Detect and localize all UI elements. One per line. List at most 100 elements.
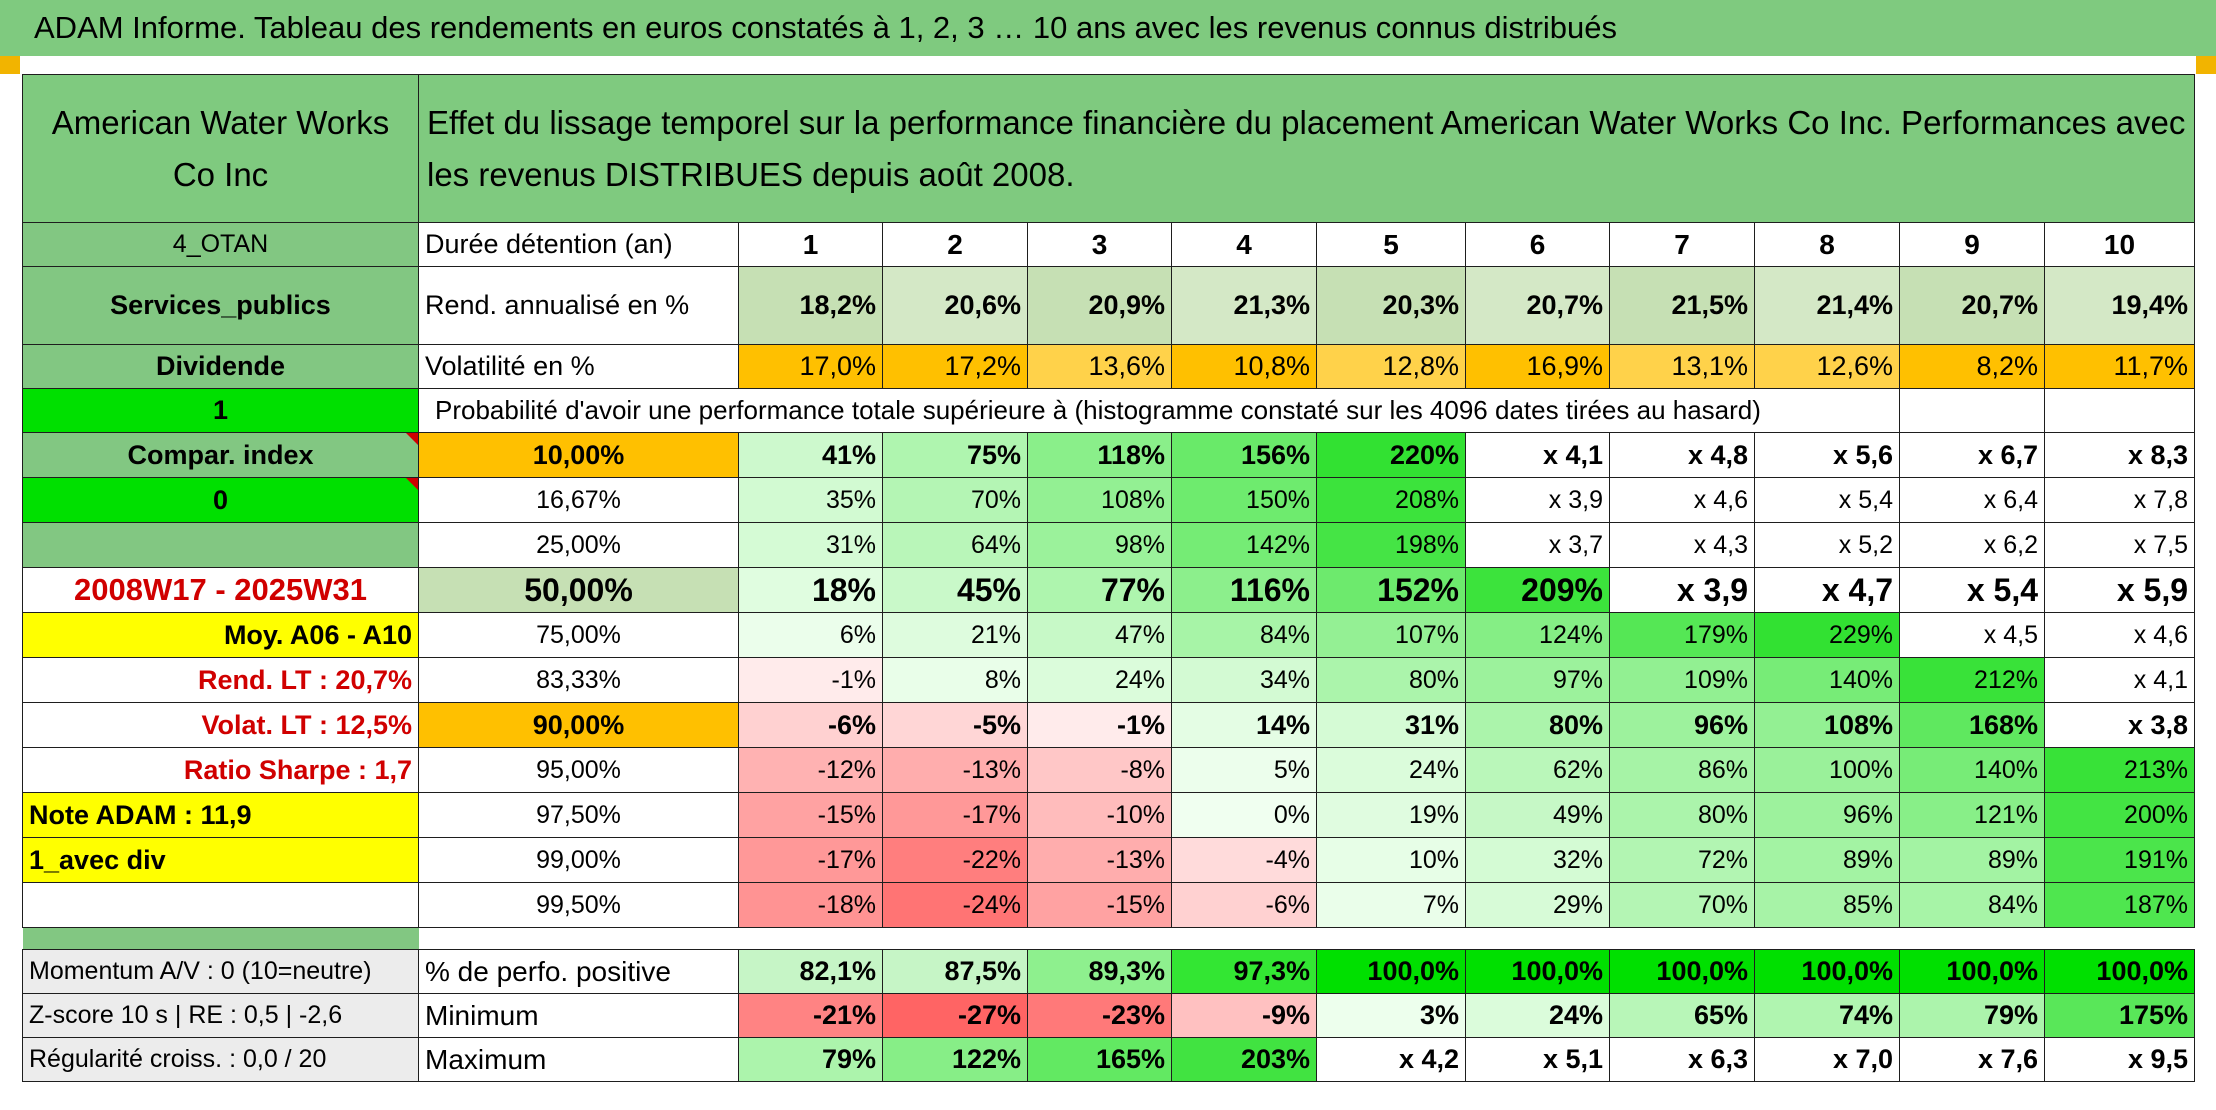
percentile-value: x 4,3 <box>1609 522 1755 568</box>
percentile-value: 140% <box>1899 747 2045 793</box>
percentile-value: 107% <box>1316 612 1466 658</box>
percentile-value: x 4,8 <box>1609 432 1755 478</box>
percentile-value: 47% <box>1027 612 1172 658</box>
probability-empty-9 <box>1899 388 2045 433</box>
annual-return-3: 20,9% <box>1027 266 1172 345</box>
percentile-row: 0 16,67% 35% 70% 108% 150% 208% x 3,9 x 4,6 x 5,4… <box>22 477 2195 523</box>
percentile-value: 18% <box>738 567 883 613</box>
summary-label-2: Minimum <box>418 993 739 1038</box>
percentile-row: Moy. A06 - A10 75,00% 6% 21% 47% 84% 107% 124% 1… <box>22 612 2195 658</box>
left-label-otan: 4_OTAN <box>22 222 419 267</box>
summary-value: x 4,2 <box>1316 1037 1466 1082</box>
volatility-7: 13,1% <box>1609 344 1755 389</box>
percentile-value: 191% <box>2044 837 2195 883</box>
summary-value: 65% <box>1609 993 1755 1038</box>
duration-5: 5 <box>1316 222 1466 267</box>
volatility-5: 12,8% <box>1316 344 1466 389</box>
volatility-8: 12,6% <box>1754 344 1900 389</box>
percentile-value: 77% <box>1027 567 1172 613</box>
percentile-value: 10% <box>1316 837 1466 883</box>
percentile-value: 85% <box>1754 882 1900 928</box>
percentile-value: 118% <box>1027 432 1172 478</box>
percentile-value: x 4,1 <box>1465 432 1610 478</box>
percentile-value: 62% <box>1465 747 1610 793</box>
annual-return-4: 21,3% <box>1171 266 1317 345</box>
annual-return-10: 19,4% <box>2044 266 2195 345</box>
percentile-value: 116% <box>1171 567 1317 613</box>
probability-empty-10 <box>2044 388 2195 433</box>
percentile-value: 80% <box>1316 657 1466 703</box>
volatility-6: 16,9% <box>1465 344 1610 389</box>
summary-value: x 5,1 <box>1465 1037 1610 1082</box>
percentile-value: 64% <box>882 522 1028 568</box>
percentile-value: 208% <box>1316 477 1466 523</box>
percentile-value: 72% <box>1609 837 1755 883</box>
left-info-4: 2008W17 - 2025W31 <box>22 567 419 613</box>
annual-return-5: 20,3% <box>1316 266 1466 345</box>
performance-table: American Water Works Co Inc Effet du lis… <box>22 74 2195 1082</box>
percentile-value: 220% <box>1316 432 1466 478</box>
left-info-9: Note ADAM : 11,9 <box>22 792 419 838</box>
left-value-one: 1 <box>22 388 419 433</box>
percentile-value: 142% <box>1171 522 1317 568</box>
percentile-value: 84% <box>1899 882 2045 928</box>
annual-return-row: Services_publics Rend. annualisé en % 18… <box>22 266 2195 345</box>
percentile-row: Rend. LT : 20,7% 83,33% -1% 8% 24% 34% 80% 97% 1… <box>22 657 2195 703</box>
left-info-11 <box>22 882 419 928</box>
probability-row: 1 Probabilité d'avoir une performance to… <box>22 388 2195 433</box>
percentile-value: 75% <box>882 432 1028 478</box>
duration-row: 4_OTAN Durée détention (an) 1 2 3 4 5 6 7 8 9 10 <box>22 222 2195 267</box>
summary-value: -27% <box>882 993 1028 1038</box>
duration-1: 1 <box>738 222 883 267</box>
summary-value: 97,3% <box>1171 949 1317 994</box>
percentile-value: 150% <box>1171 477 1317 523</box>
spacer-empty <box>419 928 2195 950</box>
percentile-value: 84% <box>1171 612 1317 658</box>
percentile-value: 96% <box>1754 792 1900 838</box>
summary-value: 165% <box>1027 1037 1172 1082</box>
duration-label: Durée détention (an) <box>418 222 739 267</box>
percentile-threshold: 90,00% <box>418 702 739 748</box>
header-row: American Water Works Co Inc Effet du lis… <box>22 74 2195 223</box>
percentile-value: 80% <box>1609 792 1755 838</box>
percentile-value: 229% <box>1754 612 1900 658</box>
percentile-value: 8% <box>882 657 1028 703</box>
percentile-row: 2008W17 - 2025W31 50,00% 18% 45% 77% 116% 152%… <box>22 567 2195 613</box>
percentile-value: 212% <box>1899 657 2045 703</box>
percentile-value: x 5,4 <box>1899 567 2045 613</box>
report-title: ADAM Informe. Tableau des rendements en … <box>0 0 2216 56</box>
percentile-value: 7% <box>1316 882 1466 928</box>
percentile-value: x 5,4 <box>1754 477 1900 523</box>
summary-value: 175% <box>2044 993 2195 1038</box>
duration-8: 8 <box>1754 222 1900 267</box>
duration-9: 9 <box>1899 222 2045 267</box>
left-info-8: Ratio Sharpe : 1,7 <box>22 747 419 793</box>
annual-return-2: 20,6% <box>882 266 1028 345</box>
percentile-value: 49% <box>1465 792 1610 838</box>
percentile-value: 89% <box>1899 837 2045 883</box>
percentile-value: x 5,2 <box>1754 522 1900 568</box>
percentile-value: -6% <box>1171 882 1317 928</box>
annual-return-9: 20,7% <box>1899 266 2045 345</box>
duration-3: 3 <box>1027 222 1172 267</box>
percentile-value: 109% <box>1609 657 1755 703</box>
percentile-value: -13% <box>882 747 1028 793</box>
summary-value: 79% <box>1899 993 2045 1038</box>
percentile-value: 29% <box>1465 882 1610 928</box>
volatility-row: Dividende Volatilité en % 17,0% 17,2% 13,6… <box>22 344 2195 389</box>
annual-return-7: 21,5% <box>1609 266 1755 345</box>
percentile-value: 24% <box>1316 747 1466 793</box>
percentile-value: 34% <box>1171 657 1317 703</box>
percentile-value: 5% <box>1171 747 1317 793</box>
percentile-value: 213% <box>2044 747 2195 793</box>
percentile-value: -17% <box>882 792 1028 838</box>
percentile-threshold: 10,00% <box>418 432 739 478</box>
left-info-6: Rend. LT : 20,7% <box>22 657 419 703</box>
percentile-value: x 3,9 <box>1465 477 1610 523</box>
summary-row: Régularité croiss. : 0,0 / 20 Maximum 79% 1… <box>22 1037 2195 1082</box>
percentile-value: 168% <box>1899 702 2045 748</box>
summary-value: x 9,5 <box>2044 1037 2195 1082</box>
summary-value: 100,0% <box>1316 949 1466 994</box>
percentile-value: -4% <box>1171 837 1317 883</box>
spacer-row <box>22 927 2195 950</box>
